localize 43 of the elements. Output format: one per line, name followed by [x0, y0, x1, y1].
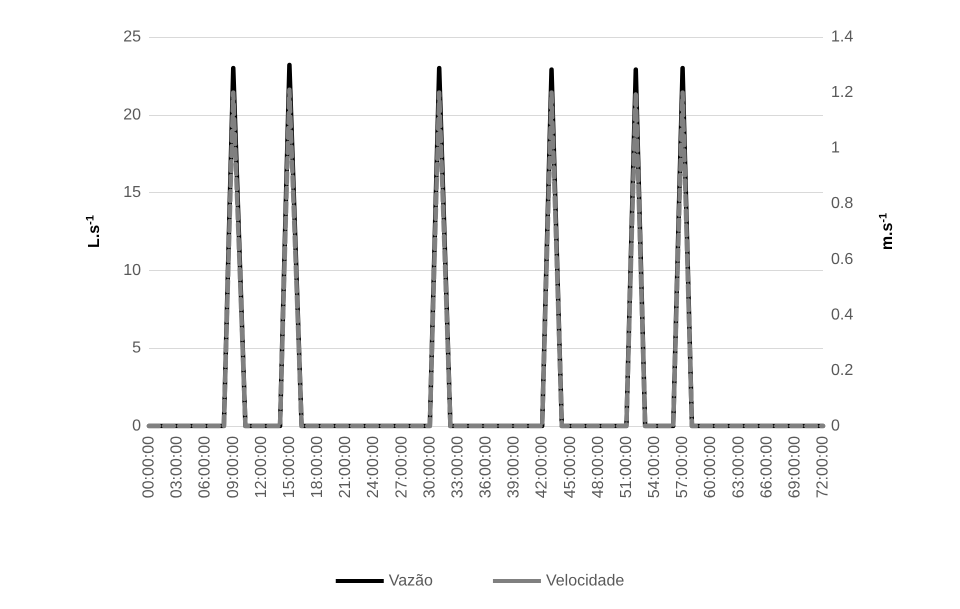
- x-tick-label: 63:00:00: [730, 436, 748, 498]
- y2-tick-label: 1.2: [831, 84, 854, 102]
- y-tick-label: 0: [132, 418, 142, 434]
- y2-tick-label: 1: [831, 140, 840, 157]
- y-tick-label: 15: [123, 184, 142, 202]
- x-tick-label: 42:00:00: [534, 436, 551, 498]
- x-tick-label: 36:00:00: [478, 436, 494, 498]
- x-tick-label: 21:00:00: [337, 436, 354, 498]
- x-tick-label: 54:00:00: [646, 436, 663, 498]
- x-tick-label: 33:00:00: [449, 436, 466, 498]
- x-tick-label: 24:00:00: [365, 436, 382, 498]
- y2-tick-label: 0: [831, 418, 840, 434]
- x-tick-label: 60:00:00: [702, 436, 720, 498]
- x-tick-label: 45:00:00: [562, 436, 579, 498]
- legend-label: Velocidade: [546, 572, 624, 590]
- x-tick-label: 39:00:00: [506, 436, 523, 498]
- y-tick-label: 25: [123, 28, 142, 46]
- x-tick-label: 51:00:00: [618, 436, 635, 498]
- x-tick-label: 15:00:00: [280, 436, 298, 498]
- y2-tick-label: 0.6: [831, 250, 854, 268]
- y2-tick-label: 1.4: [831, 28, 854, 46]
- x-tick-label: 57:00:00: [674, 436, 692, 498]
- x-tick-label: 09:00:00: [224, 436, 242, 498]
- y-tick-label: 5: [132, 340, 142, 357]
- x-tick-label: 18:00:00: [309, 436, 326, 498]
- y2-tick-label: 0.8: [831, 195, 854, 212]
- y2-tick-label: 0.4: [831, 306, 854, 324]
- y2-tick-label: 0.2: [831, 362, 854, 379]
- x-tick-label: 03:00:00: [168, 436, 186, 498]
- x-tick-label: 12:00:00: [252, 436, 270, 498]
- x-tick-label: 66:00:00: [758, 436, 776, 498]
- y-tick-label: 20: [123, 106, 142, 124]
- x-tick-label: 27:00:00: [393, 436, 410, 498]
- x-tick-label: 48:00:00: [590, 436, 607, 498]
- x-tick-label: 00:00:00: [140, 436, 158, 498]
- x-tick-label: 06:00:00: [196, 436, 214, 498]
- y2-axis-title: m.s-1: [878, 212, 896, 250]
- x-tick-label: 72:00:00: [814, 436, 832, 498]
- y-axis-title: L.s-1: [84, 215, 103, 248]
- x-tick-label: 69:00:00: [786, 436, 804, 498]
- legend-label: Vazão: [388, 572, 434, 590]
- y-tick-label: 10: [123, 262, 142, 279]
- x-tick-label: 30:00:00: [421, 436, 438, 498]
